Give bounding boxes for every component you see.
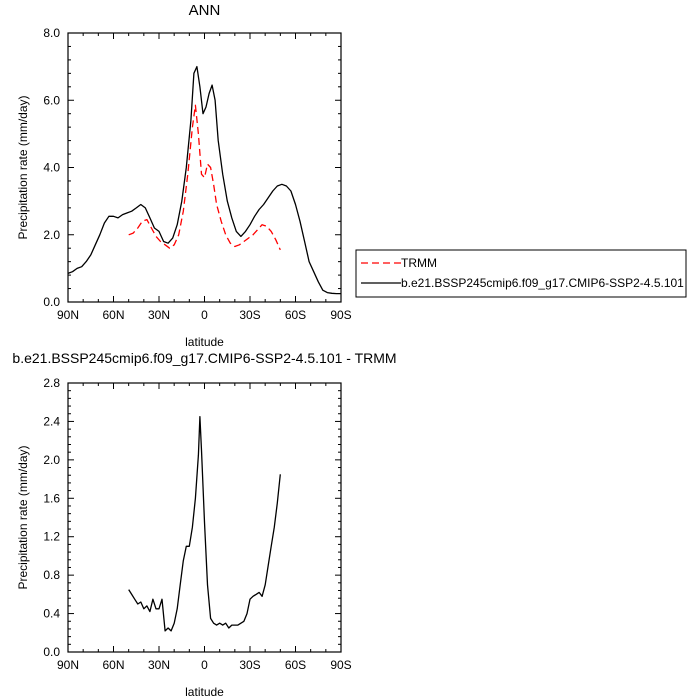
x-tick-label: 0 — [201, 308, 208, 322]
y-tick-label: 2.8 — [43, 376, 60, 390]
legend-label: b.e21.BSSP245cmip6.f09_g17.CMIP6-SSP2-4.… — [401, 276, 684, 290]
x-axis-label: latitude — [185, 335, 224, 349]
y-tick-label: 8.0 — [43, 26, 60, 40]
chart-title: b.e21.BSSP245cmip6.f09_g17.CMIP6-SSP2-4.… — [12, 350, 396, 366]
x-tick-label: 90S — [330, 658, 351, 672]
y-tick-label: 2.0 — [43, 453, 60, 467]
series-line-b-e21-bssp245cmip6-f09-g17-cmip6-ssp2-4-5-101 — [67, 65, 341, 295]
y-tick-label: 0.0 — [43, 645, 60, 659]
x-tick-label: 60S — [285, 658, 306, 672]
x-axis-label: latitude — [185, 685, 224, 699]
y-tick-label: 2.4 — [43, 414, 60, 428]
chart-title: ANN — [189, 2, 221, 19]
x-tick-label: 0 — [201, 658, 208, 672]
y-tick-label: 1.2 — [43, 530, 60, 544]
chart-panel-2 — [67, 382, 342, 653]
legend-label: TRMM — [401, 256, 437, 270]
series-line-trmm — [128, 104, 281, 251]
x-tick-label: 90N — [57, 658, 79, 672]
x-tick-label: 30S — [239, 308, 260, 322]
x-tick-label: 60N — [102, 308, 124, 322]
y-tick-label: 4.0 — [43, 161, 60, 175]
series-line-2-1 — [128, 415, 281, 632]
x-tick-label: 90N — [57, 308, 79, 322]
y-tick-label: 2.0 — [43, 228, 60, 242]
y-tick-label: 0.0 — [43, 295, 60, 309]
y-tick-label: 6.0 — [43, 93, 60, 107]
x-tick-label: 90S — [330, 308, 351, 322]
y-axis-label: Precipitation rate (mm/day) — [16, 95, 30, 239]
legend-box — [355, 249, 687, 298]
x-tick-label: 60N — [102, 658, 124, 672]
plot-frame — [67, 32, 342, 303]
x-tick-label: 30N — [148, 658, 170, 672]
y-tick-label: 1.6 — [43, 491, 60, 505]
y-axis-label: Precipitation rate (mm/day) — [16, 445, 30, 589]
x-tick-label: 60S — [285, 308, 306, 322]
x-tick-label: 30N — [148, 308, 170, 322]
y-tick-label: 0.8 — [43, 568, 60, 582]
x-tick-label: 30S — [239, 658, 260, 672]
chart-panel-1 — [67, 32, 342, 303]
y-tick-label: 0.4 — [43, 607, 60, 621]
